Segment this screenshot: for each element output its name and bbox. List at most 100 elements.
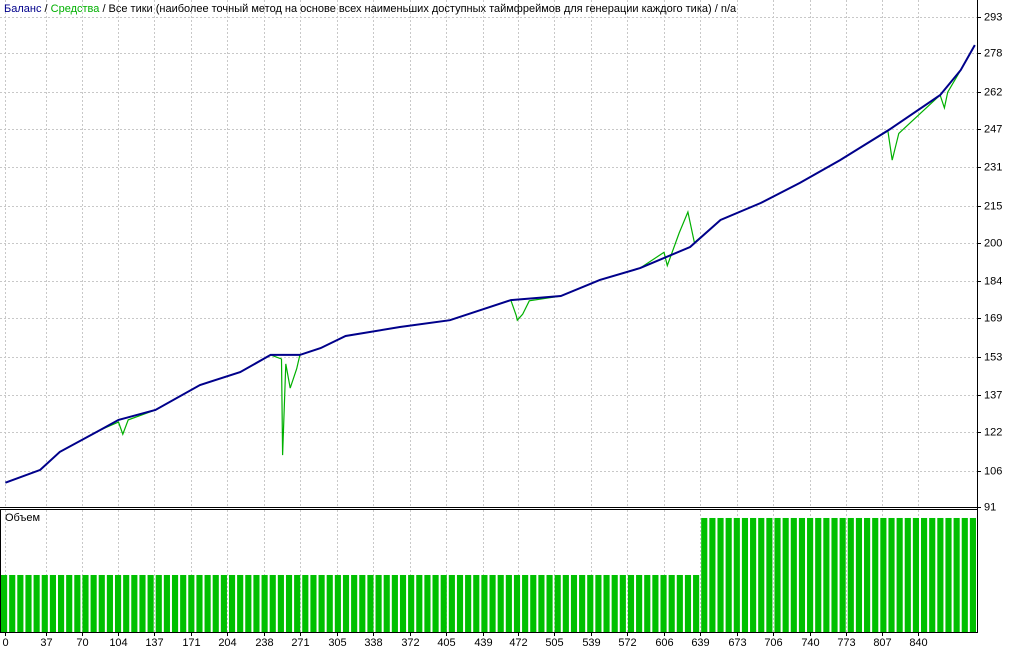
volume-bar [106, 574, 113, 632]
volume-bar [798, 517, 806, 632]
volume-bar [253, 574, 260, 632]
volume-bar [74, 574, 81, 632]
y-tick-label: 293 [984, 11, 1002, 23]
volume-bar [896, 517, 903, 632]
volume-bar [522, 574, 529, 632]
volume-bar [921, 517, 928, 632]
volume-bar [790, 517, 797, 632]
x-tick-label: 840 [909, 637, 927, 649]
volume-bar [424, 574, 431, 632]
y-tick-label: 122 [984, 426, 1002, 438]
volume-bar [163, 574, 170, 632]
series-line [5, 44, 976, 484]
volume-bar [733, 517, 740, 632]
volume-bar [49, 574, 56, 632]
volume-bar [684, 574, 692, 632]
volume-bar [261, 574, 268, 632]
volume-bar [587, 574, 594, 632]
volume-bar [318, 574, 325, 632]
main-panel [0, 0, 978, 508]
x-tick-label: 539 [582, 637, 600, 649]
volume-bar [456, 574, 464, 632]
volume-bar [334, 574, 341, 632]
volume-bar [497, 574, 504, 632]
volume-bar [228, 574, 236, 632]
volume-bar [855, 517, 863, 632]
volume-bar [562, 574, 569, 632]
volume-bar [815, 517, 822, 632]
x-tick-label: 673 [728, 637, 746, 649]
volume-bar [807, 517, 814, 632]
volume-bar [399, 574, 407, 632]
y-tick-label: 247 [984, 123, 1002, 135]
x-tick-label: 104 [109, 637, 127, 649]
volume-bar [473, 574, 480, 632]
volume-bar [432, 574, 439, 632]
volume-bar [204, 574, 211, 632]
volume-bar [750, 517, 757, 632]
x-tick-label: 740 [801, 637, 819, 649]
volume-bar [929, 517, 936, 632]
volume-bar [864, 517, 871, 632]
volume-bar [709, 517, 716, 632]
volume-bar [383, 574, 390, 632]
volume-bar [114, 574, 122, 632]
x-tick-label: 372 [401, 637, 419, 649]
y-tick-label: 184 [984, 275, 1002, 287]
volume-bar [725, 517, 732, 632]
volume-bar [603, 574, 610, 632]
volume-bar [636, 574, 643, 632]
volume-bar [880, 517, 887, 632]
y-tick-label: 278 [984, 47, 1002, 59]
volume-bar [90, 574, 97, 632]
volume-bar [701, 517, 708, 632]
volume-bar [66, 574, 73, 632]
volume-bar [440, 574, 447, 632]
volume-bar [676, 574, 683, 632]
x-tick-label: 706 [764, 637, 782, 649]
y-tick-label: 137 [984, 389, 1002, 401]
x-tick-label: 572 [618, 637, 636, 649]
volume-bar [465, 574, 472, 632]
volume-bar [627, 574, 635, 632]
x-tick-label: 472 [509, 637, 527, 649]
y-tick-label: 215 [984, 200, 1002, 212]
volume-bar [188, 574, 195, 632]
volume-bar [546, 574, 553, 632]
volume-bar [277, 574, 284, 632]
volume-bar [741, 517, 749, 632]
volume-bar [196, 574, 203, 632]
y-tick-label: 231 [984, 161, 1002, 173]
x-tick-label: 0 [2, 637, 8, 649]
x-tick-label: 271 [291, 637, 309, 649]
volume-bar [912, 517, 920, 632]
volume-bar [285, 574, 293, 632]
volume-bar [408, 574, 415, 632]
volume-bar [823, 517, 830, 632]
x-tick-label: 639 [691, 637, 709, 649]
x-tick-label: 238 [255, 637, 273, 649]
volume-bar [237, 574, 244, 632]
volume-bar [82, 574, 89, 632]
volume-bar [171, 574, 179, 632]
volume-bar [17, 574, 24, 632]
volume-bar [220, 574, 227, 632]
volume-bar [888, 517, 895, 632]
x-tick-label: 37 [40, 637, 52, 649]
volume-bar [937, 517, 944, 632]
x-tick-label: 70 [76, 637, 88, 649]
volume-bar [180, 574, 187, 632]
volume-bar [839, 517, 846, 632]
volume-bar [570, 574, 578, 632]
volume-bar [538, 574, 545, 632]
x-tick-label: 204 [218, 637, 236, 649]
volume-bar [359, 574, 366, 632]
volume-bar [481, 574, 488, 632]
volume-bar [668, 574, 675, 632]
volume-bar [953, 517, 960, 632]
volume-bar [9, 574, 16, 632]
volume-bar [41, 574, 48, 632]
volume-bar [25, 574, 32, 632]
volume-bar [147, 574, 154, 632]
volume-bar [969, 517, 976, 632]
